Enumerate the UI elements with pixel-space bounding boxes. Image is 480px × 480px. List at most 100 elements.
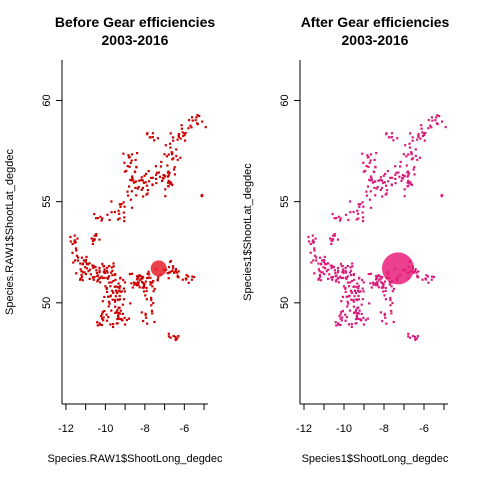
scatter-point <box>106 290 109 293</box>
scatter-point <box>72 261 75 264</box>
scatter-point <box>142 181 145 184</box>
scatter-point <box>111 269 114 272</box>
y-ticks: 50 55 60 <box>41 94 62 309</box>
scatter-point <box>185 278 188 281</box>
x-tick-label: -6 <box>419 423 429 435</box>
scatter-point <box>408 146 411 149</box>
scatter-point <box>137 185 140 189</box>
scatter-point <box>139 278 142 281</box>
scatter-point <box>369 272 373 275</box>
scatter-point <box>317 268 320 271</box>
scatter-point <box>89 273 92 276</box>
scatter-point <box>118 203 121 206</box>
scatter-point <box>169 336 172 339</box>
scatter-point <box>74 247 78 250</box>
scatter-point <box>168 142 172 145</box>
scatter-point <box>144 314 147 317</box>
scatter-point <box>168 172 171 175</box>
scatter-point <box>364 318 367 322</box>
scatter-point <box>350 269 353 272</box>
scatter-point <box>101 276 104 280</box>
scatter-point <box>80 273 83 277</box>
scatter-point <box>357 306 360 309</box>
scatter-point <box>146 276 150 279</box>
scatter-point <box>387 136 391 139</box>
scatter-point <box>394 165 397 168</box>
scatter-point <box>110 309 113 312</box>
scatter-point <box>159 165 162 168</box>
scatter-point <box>158 175 162 178</box>
scatter-point <box>348 271 351 274</box>
scatter-point <box>408 180 411 184</box>
scatter-point <box>424 131 427 135</box>
scatter-point <box>361 152 364 155</box>
scatter-point <box>355 218 358 221</box>
scatter-point <box>112 323 115 326</box>
scatter-point <box>357 203 360 206</box>
scatter-point <box>174 338 177 341</box>
scatter-point <box>426 275 429 278</box>
scatter-point <box>432 275 435 279</box>
scatter-point <box>346 275 349 278</box>
scatter-point <box>418 156 422 159</box>
scatter-point <box>323 273 326 276</box>
scatter-point <box>146 322 149 325</box>
x-tick-label: -8 <box>379 423 389 435</box>
scatter-point <box>137 282 140 285</box>
scatter-point <box>176 138 179 141</box>
scatter-point <box>84 273 87 276</box>
scatter-point <box>355 308 358 312</box>
scatter-point <box>335 278 338 282</box>
scatter-point <box>368 178 371 181</box>
scatter-point <box>313 272 316 275</box>
scatter-point <box>329 264 332 267</box>
scatter-point <box>339 323 342 327</box>
scatter-point <box>142 282 145 285</box>
scatter-point <box>320 271 323 274</box>
scatter-point <box>138 274 141 277</box>
scatter-point <box>145 298 148 301</box>
scatter-point <box>416 335 420 338</box>
scatter-point <box>132 181 135 184</box>
highlight-point <box>382 252 414 285</box>
scatter-point <box>92 266 95 270</box>
scatter-point <box>173 271 176 274</box>
scatter-point <box>137 280 140 283</box>
scatter-point <box>335 217 338 220</box>
scatter-point <box>98 323 101 326</box>
scatter-point <box>127 156 130 159</box>
scatter-point <box>331 234 335 237</box>
scatter-point <box>96 324 99 327</box>
scatter-point <box>368 161 371 164</box>
scatter-point <box>384 286 387 290</box>
scatter-point <box>332 266 335 269</box>
scatter-point <box>409 132 412 135</box>
y-tick-label: 55 <box>41 196 53 208</box>
scatter-point <box>385 133 388 136</box>
scatter-point <box>352 300 355 303</box>
scatter-point <box>368 198 371 201</box>
scatter-point <box>356 282 359 285</box>
scatter-point <box>140 188 143 191</box>
scatter-point <box>117 315 120 319</box>
scatter-point <box>400 179 403 182</box>
scatter-point <box>114 278 117 281</box>
scatter-point <box>71 251 74 254</box>
scatter-point <box>176 158 179 161</box>
scatter-point <box>103 271 107 275</box>
scatter-point <box>318 270 321 273</box>
scatter-point <box>161 179 164 182</box>
scatter-point <box>91 239 95 243</box>
scatter-point <box>142 195 145 198</box>
scatter-point <box>79 268 82 271</box>
scatter-point <box>105 287 108 290</box>
scatter-point <box>85 267 88 270</box>
scatter-point <box>345 295 348 298</box>
scatter-point <box>71 242 74 246</box>
scatter-point <box>407 179 410 182</box>
scatter-point <box>353 311 356 314</box>
scatter-point <box>125 169 128 172</box>
scatter-point <box>373 282 376 285</box>
scatter-point <box>136 187 139 190</box>
scatter-point <box>179 156 182 159</box>
